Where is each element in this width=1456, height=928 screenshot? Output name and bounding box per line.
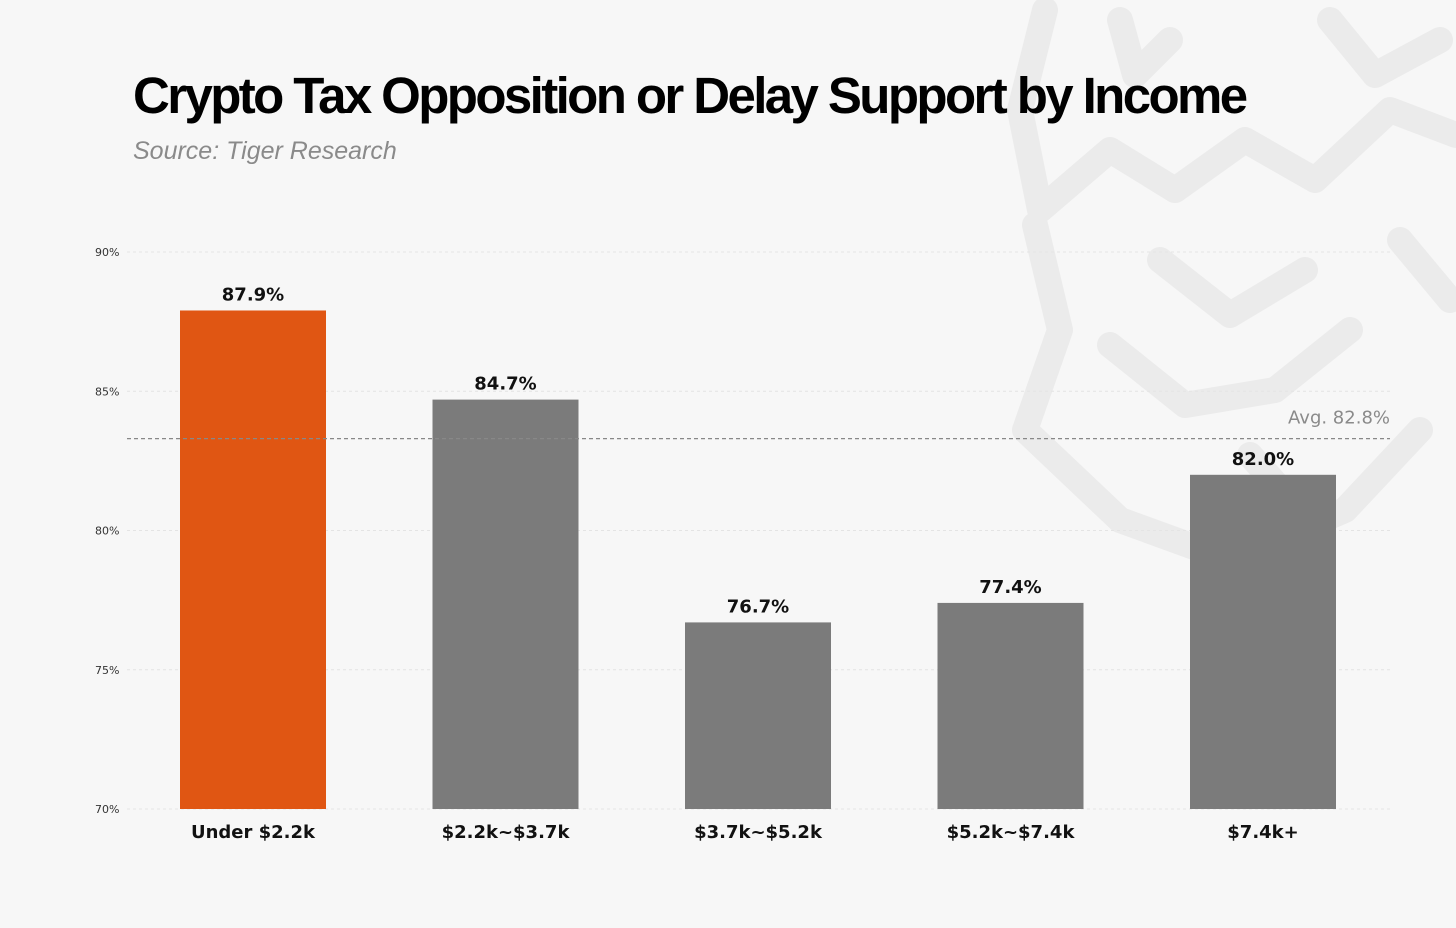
bar-value-label-4: 77.4% xyxy=(979,577,1041,598)
bar-1 xyxy=(180,310,326,809)
bar-value-label-2: 84.7% xyxy=(474,374,536,395)
y-tick-label-75: 75% xyxy=(95,664,119,677)
y-tick-label-70: 70% xyxy=(95,803,119,816)
x-category-label-2: $2.2k~$3.7k xyxy=(442,822,571,843)
bar-value-label-3: 76.7% xyxy=(727,596,789,617)
bar-value-label-5: 82.0% xyxy=(1232,449,1294,470)
chart-title: Crypto Tax Opposition or Delay Support b… xyxy=(133,67,1248,124)
x-category-label-1: Under $2.2k xyxy=(191,822,316,843)
y-tick-label-80: 80% xyxy=(95,525,119,538)
x-category-label-5: $7.4k+ xyxy=(1227,822,1298,843)
y-tick-label-90: 90% xyxy=(95,246,119,259)
y-tick-label-85: 85% xyxy=(95,385,119,398)
bar-5 xyxy=(1190,474,1336,809)
bar-3 xyxy=(685,622,831,809)
bar-4 xyxy=(937,602,1084,809)
average-label: Avg. 82.8% xyxy=(1288,408,1390,429)
bar-value-label-1: 87.9% xyxy=(222,284,284,305)
bar-2 xyxy=(432,399,579,809)
x-category-label-4: $5.2k~$7.4k xyxy=(947,822,1076,843)
chart-source: Source: Tiger Research xyxy=(133,137,397,165)
x-category-label-3: $3.7k~$5.2k xyxy=(694,822,823,843)
